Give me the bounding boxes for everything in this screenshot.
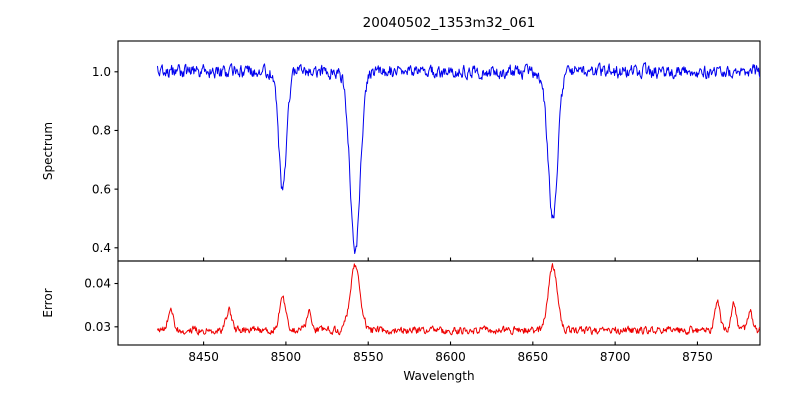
chart-title: 20040502_1353m32_061 [363, 15, 536, 31]
error-panel: 8450 8500 8550 8600 8650 8700 8750 0.03 0.04 [84, 260, 761, 364]
x-axis-label: Wavelength [403, 369, 474, 383]
spectrum-data-line [157, 62, 760, 255]
y-tick-label-error-1: 0.04 [84, 277, 111, 291]
x-tick-label-8600: 8600 [435, 350, 466, 364]
y-axis-label-error: Error [41, 288, 55, 317]
x-tick-label-8700: 8700 [600, 350, 631, 364]
x-tick-label-8500: 8500 [271, 350, 302, 364]
y-tick-label-spectrum-1: 0.6 [92, 182, 111, 196]
y-tick-label-spectrum-0: 0.4 [92, 241, 111, 255]
error-axes-frame [117, 260, 761, 346]
y-tick-label-spectrum-2: 0.8 [92, 124, 111, 138]
error-data-line [157, 263, 760, 336]
axis-labels-group: Wavelength Spectrum Error [41, 122, 475, 383]
y-tick-label-error-0: 0.03 [84, 320, 111, 334]
x-tick-label-8450: 8450 [188, 350, 219, 364]
y-axis-label-spectrum: Spectrum [41, 122, 55, 180]
x-tick-label-8550: 8550 [353, 350, 384, 364]
x-tick-label-8650: 8650 [518, 350, 549, 364]
y-tick-label-spectrum-3: 1.0 [92, 65, 111, 79]
x-tick-label-8750: 8750 [682, 350, 713, 364]
